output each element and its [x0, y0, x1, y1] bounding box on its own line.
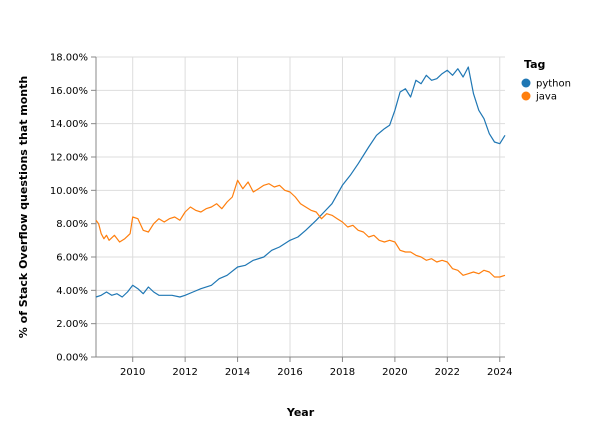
series-line-python — [95, 66, 506, 298]
y-tick-label: 4.00% — [56, 286, 88, 297]
axes: 0.00% 2.00% 4.00% 6.00% 8.00% 10.00% 12.00% 14.… — [50, 53, 513, 379]
y-tick-label: 2.00% — [56, 319, 88, 330]
series-lines — [95, 66, 506, 298]
y-tick-label: 10.00% — [50, 186, 88, 197]
y-tick-label: 18.00% — [50, 53, 88, 64]
x-tick-label: 2010 — [120, 367, 145, 378]
x-tick-label: 2012 — [172, 367, 197, 378]
y-tick-label: 6.00% — [56, 253, 88, 264]
y-tick-label: 12.00% — [50, 153, 88, 164]
legend-title: Tag — [524, 58, 545, 71]
x-tick-label: 2018 — [330, 367, 355, 378]
y-tick-label: 8.00% — [56, 219, 88, 230]
series-line-java — [95, 179, 506, 278]
y-tick-label: 0.00% — [56, 353, 88, 364]
y-axis-title: % of Stack Overflow questions that month — [17, 76, 30, 338]
x-axis-title: Year — [286, 406, 315, 419]
legend-symbol-python — [521, 78, 531, 88]
x-tick-label: 2022 — [435, 367, 460, 378]
y-tick-label: 14.00% — [50, 119, 88, 130]
x-tick-label: 2020 — [382, 367, 407, 378]
legend-symbol-java — [521, 91, 531, 101]
x-tick-label: 2014 — [225, 367, 250, 378]
legend-label-python: python — [536, 79, 571, 90]
legend: Tag python java — [521, 58, 571, 103]
x-tick-label: 2024 — [487, 367, 512, 378]
legend-label-java: java — [535, 92, 557, 103]
y-tick-label: 16.00% — [50, 86, 88, 97]
grid-lines — [96, 56, 505, 358]
x-tick-label: 2016 — [277, 367, 302, 378]
